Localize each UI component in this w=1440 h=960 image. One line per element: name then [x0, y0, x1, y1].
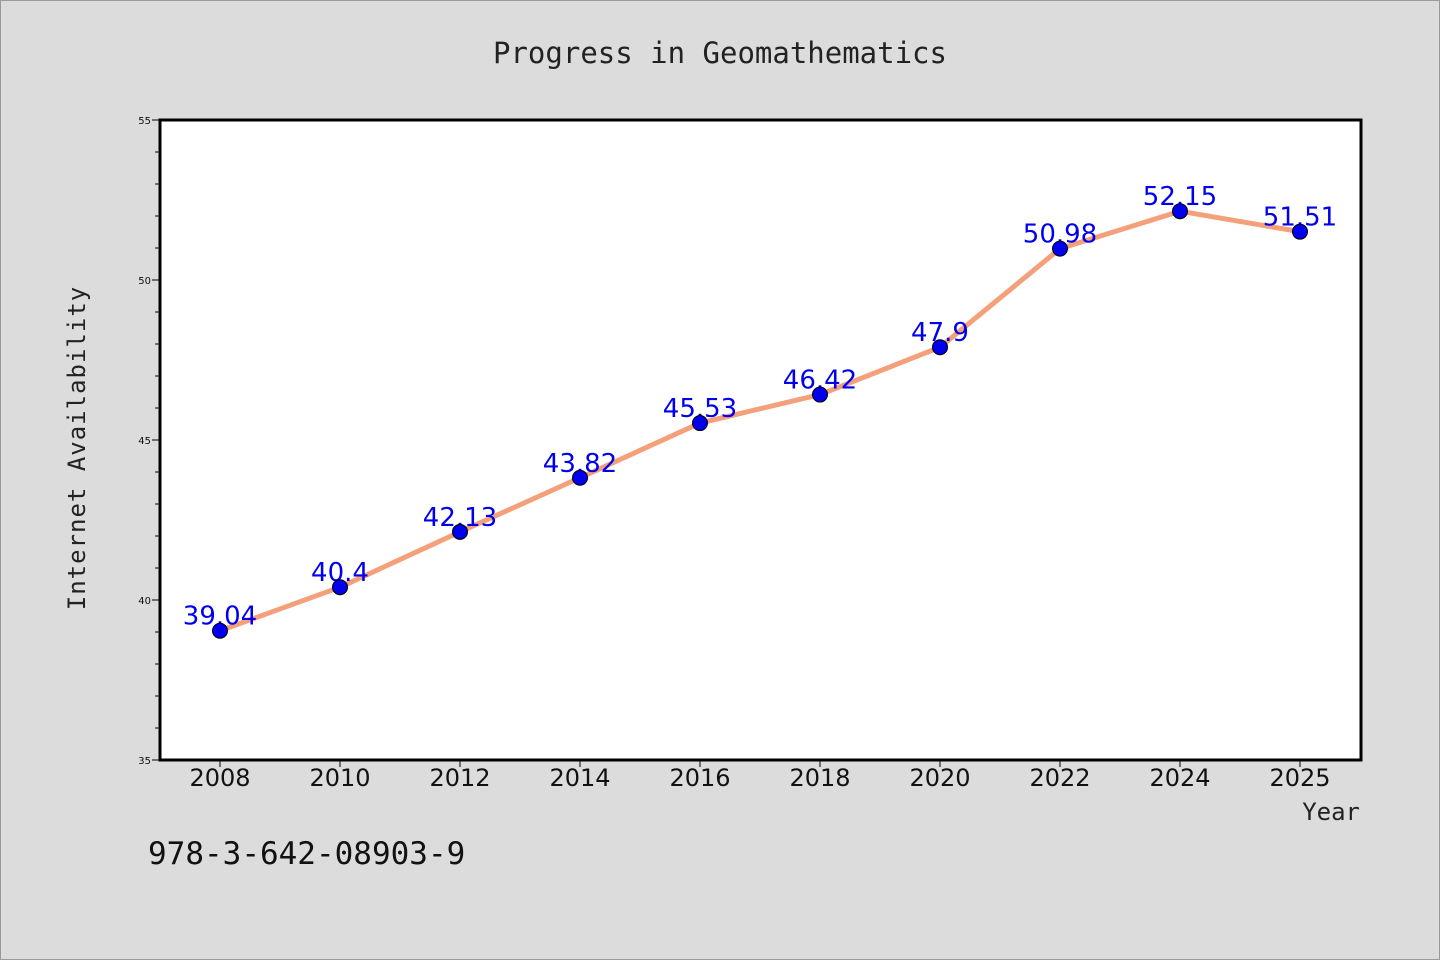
- y-tick-label: 40: [138, 596, 151, 607]
- x-tick-label: 2010: [309, 764, 370, 792]
- data-point-marker: [452, 523, 468, 540]
- data-point-marker: [812, 386, 828, 403]
- y-tick-label: 35: [138, 756, 151, 767]
- x-tick-label: 2014: [549, 764, 610, 792]
- marker-group: [212, 203, 1308, 639]
- data-point-marker: [1052, 240, 1068, 257]
- x-tick-label: 2008: [189, 764, 250, 792]
- data-point-marker: [932, 339, 948, 356]
- x-tick-label: 2022: [1029, 764, 1090, 792]
- x-axis-label: Year: [1302, 798, 1360, 826]
- series-line-group: [219, 208, 1301, 634]
- data-point-marker: [572, 469, 588, 486]
- x-tick-label: 2024: [1149, 764, 1210, 792]
- x-tick-label: 2018: [789, 764, 850, 792]
- x-tick-label: 2020: [909, 764, 970, 792]
- y-tick-label: 55: [138, 116, 151, 127]
- x-tick-label: 2025: [1269, 764, 1330, 792]
- plot-area: [158, 118, 1363, 762]
- y-tick-label: 45: [138, 436, 151, 447]
- y-axis-label: Internet Availability: [63, 286, 91, 610]
- y-tick-label: 50: [138, 276, 151, 287]
- x-axis: 2008 2010 2012 2014 2016 2018 2020 2022 2024 2025: [189, 760, 1331, 792]
- data-point-marker: [692, 415, 708, 432]
- data-point-marker: [1172, 203, 1188, 220]
- chart-title: Progress in Geomathematics: [493, 36, 947, 70]
- isbn-annotation: 978-3-642-08903-9: [148, 836, 465, 872]
- data-point-marker: [332, 579, 348, 596]
- x-tick-label: 2016: [669, 764, 730, 792]
- data-point-marker: [212, 622, 228, 639]
- series-line: [219, 208, 1301, 634]
- data-label-group: 39.0440.442.1343.8245.5346.4247.950.9852…: [183, 182, 1337, 632]
- x-tick-label: 2012: [429, 764, 490, 792]
- data-point-marker: [1292, 223, 1308, 240]
- y-axis: 35 40 45 50 55: [138, 116, 160, 767]
